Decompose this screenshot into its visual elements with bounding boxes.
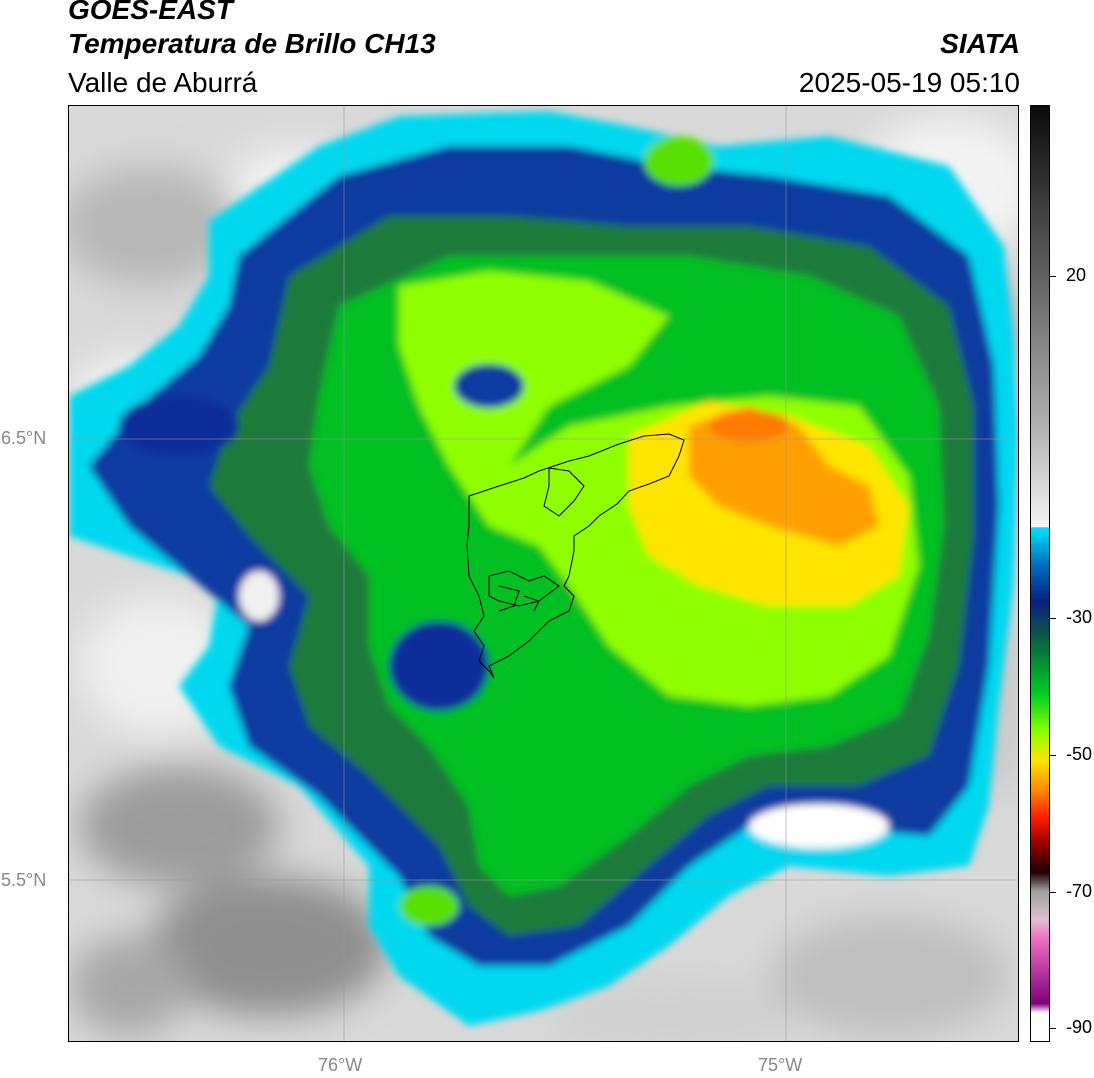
lime-northeast [644, 136, 714, 186]
lat-label-6-5n: 6.5°N [1, 428, 47, 448]
lime-south [399, 886, 459, 926]
colorbar-label: -90 [1066, 1017, 1093, 1038]
colorbar-label: 20 [1066, 264, 1087, 285]
brightness-temperature-map[interactable] [68, 105, 1019, 1042]
product-title: Temperatura de Brillo CH13 [68, 28, 436, 59]
region-subtitle: Valle de Aburrá [68, 67, 258, 98]
graticule [69, 106, 1018, 1041]
colorbar-tick [1050, 754, 1056, 756]
pocket-blue-3 [119, 396, 239, 456]
pocket-blue-2 [454, 364, 524, 408]
cloud-shield [69, 111, 1018, 1026]
timestamp-label: 2025-05-19 05:10 [798, 67, 1020, 98]
valle-de-aburra-boundary [466, 433, 685, 679]
lon-label-75w: 75°W [758, 1055, 803, 1075]
colorbar-tick [1050, 617, 1056, 619]
colorbar-label: -50 [1066, 743, 1093, 764]
hole-southeast [749, 804, 889, 848]
satellite-title: GOES-EAST [68, 0, 233, 25]
colorbar-label: -70 [1066, 880, 1093, 901]
colorbar-label: -30 [1066, 606, 1093, 627]
colorbar-tick [1050, 275, 1056, 277]
pocket-blue-1 [389, 621, 489, 711]
lat-label-5-5n: 5.5°N [1, 870, 47, 890]
map-canvas [69, 106, 1018, 1041]
hole-west [239, 571, 279, 621]
colorbar-tick [1050, 891, 1056, 893]
colorbar [1030, 105, 1050, 1042]
colorbar-gradient [1031, 106, 1049, 1041]
lon-label-76w: 76°W [318, 1055, 363, 1075]
colorbar-tick [1050, 1028, 1056, 1030]
band-deep-orange [709, 410, 789, 442]
agency-label: SIATA [940, 28, 1020, 59]
